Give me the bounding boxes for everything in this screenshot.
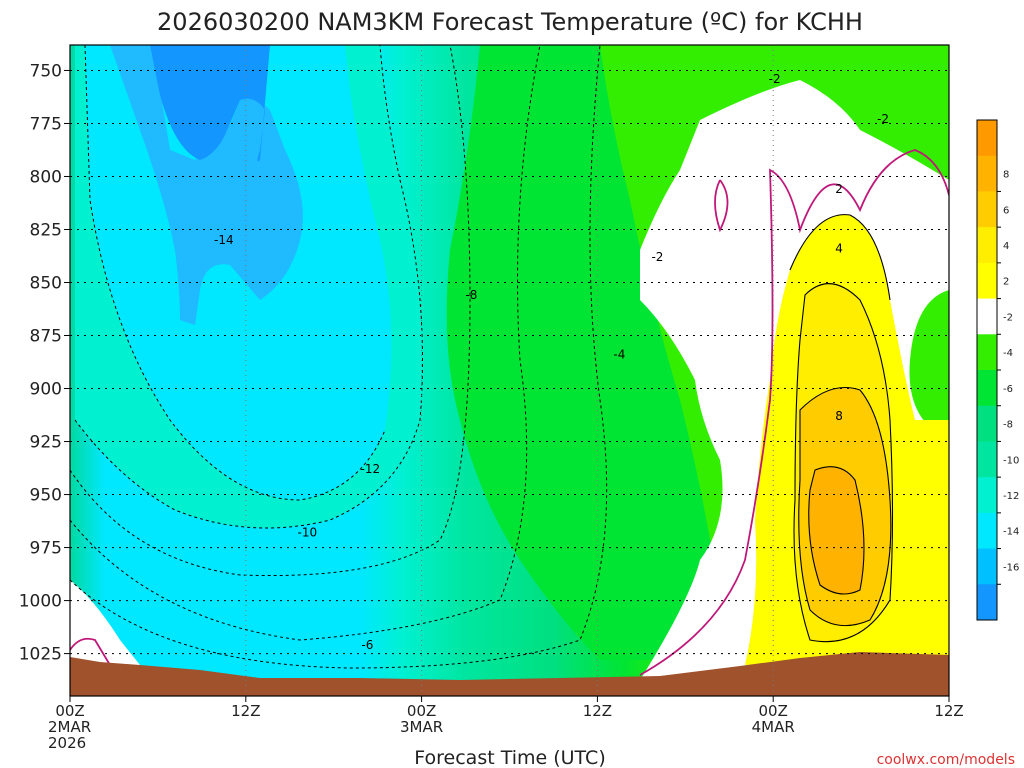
- watermark: coolwx.com/models: [877, 752, 1015, 768]
- band-lower-white: [70, 580, 140, 665]
- band-plus8: [808, 466, 864, 594]
- x-tick-label: 12Z: [231, 702, 260, 720]
- colorbar-label: -2: [1003, 312, 1013, 323]
- colorbar-swatch: [977, 155, 997, 192]
- x-tick-label: 00Z: [407, 702, 436, 720]
- y-tick-label: 850: [30, 273, 62, 293]
- contour-label: -2: [769, 72, 781, 86]
- colorbar-swatch: [977, 405, 997, 442]
- colorbar-swatch: [977, 548, 997, 585]
- colorbar-swatch: [977, 191, 997, 228]
- x-tick-date: 2MAR: [48, 718, 91, 736]
- contour-label: -8: [465, 288, 477, 302]
- contour-label: 2: [835, 182, 843, 196]
- x-tick-label: 12Z: [583, 702, 612, 720]
- y-tick-label: 900: [30, 380, 62, 400]
- x-tick-date: 4MAR: [752, 718, 795, 736]
- colorbar: 8 6 4 2 -2 -4 -6 -8 -10 -12 -14 -16: [976, 119, 1019, 621]
- y-axis-ticks: 750 775 800 825 850 875 900 925 950 975 1000 1025: [19, 61, 70, 665]
- colorbar-label: 6: [1003, 205, 1009, 216]
- y-tick-label: 775: [30, 114, 62, 134]
- plot-area: [70, 45, 949, 696]
- colorbar-swatch: [977, 370, 997, 407]
- x-tick-date: 3MAR: [400, 718, 443, 736]
- y-tick-label: 950: [30, 486, 62, 506]
- colorbar-swatch: [977, 477, 997, 514]
- y-tick-label: 750: [30, 61, 62, 81]
- y-tick-label: 825: [30, 220, 62, 240]
- colorbar-label: 4: [1003, 241, 1009, 252]
- colorbar-swatch: [977, 512, 997, 550]
- contour-label: -14: [214, 233, 234, 247]
- colorbar-label: 8: [1003, 170, 1009, 181]
- grid: [70, 45, 949, 696]
- freezing-contours: [70, 149, 949, 676]
- contour-label: 8: [835, 409, 843, 423]
- colorbar-swatch: [977, 298, 997, 335]
- x-tick-label: 00Z: [759, 702, 788, 720]
- y-tick-label: 1000: [19, 592, 62, 612]
- cold-core: [150, 45, 270, 162]
- colorbar-label: 2: [1003, 277, 1009, 288]
- colorbar-swatch: [977, 227, 997, 264]
- contour-label: -4: [613, 348, 625, 362]
- y-tick-label: 800: [30, 167, 62, 187]
- colorbar-label: -8: [1003, 420, 1013, 431]
- x-tick-year: 2026: [48, 734, 86, 752]
- contour-label: -10: [298, 526, 318, 540]
- contour-label: 4: [835, 242, 843, 256]
- x-axis-label: Forecast Time (UTC): [414, 747, 605, 768]
- colorbar-label: -12: [1003, 491, 1019, 502]
- colorbar-swatch: [977, 334, 997, 371]
- colorbar-swatch: [977, 262, 997, 300]
- colorbar-frame: [976, 119, 998, 621]
- plot-frame: [69, 44, 950, 697]
- colorbar-swatch: [977, 120, 997, 157]
- y-tick-label: 975: [30, 539, 62, 559]
- colorbar-label: -16: [1003, 562, 1019, 573]
- y-tick-label: 925: [30, 433, 62, 453]
- x-tick-label: 12Z: [934, 702, 963, 720]
- contour-label: -12: [361, 462, 381, 476]
- contour-label: -6: [361, 638, 373, 652]
- contour-label: -2: [651, 250, 663, 264]
- colorbar-label: -14: [1003, 527, 1019, 538]
- band-minus6: [446, 45, 714, 660]
- colorbar-label: -6: [1003, 384, 1013, 395]
- colorbar-swatch: [977, 441, 997, 478]
- chart-title: 2026030200 NAM3KM Forecast Temperature (…: [157, 8, 863, 36]
- x-tick-label: 00Z: [55, 702, 84, 720]
- colorbar-label: -10: [1003, 455, 1019, 466]
- contour-label: -2: [877, 112, 889, 126]
- colorbar-label: -4: [1003, 348, 1013, 359]
- y-tick-label: 1025: [19, 645, 62, 665]
- terrain: [70, 652, 949, 696]
- contour-labels: -14 -12 -10 -8 -6 -4 -2 -2 -2 2 4 8: [214, 72, 889, 652]
- colorbar-swatch: [977, 584, 997, 621]
- y-tick-label: 875: [30, 327, 62, 347]
- band-minus16: [110, 45, 303, 325]
